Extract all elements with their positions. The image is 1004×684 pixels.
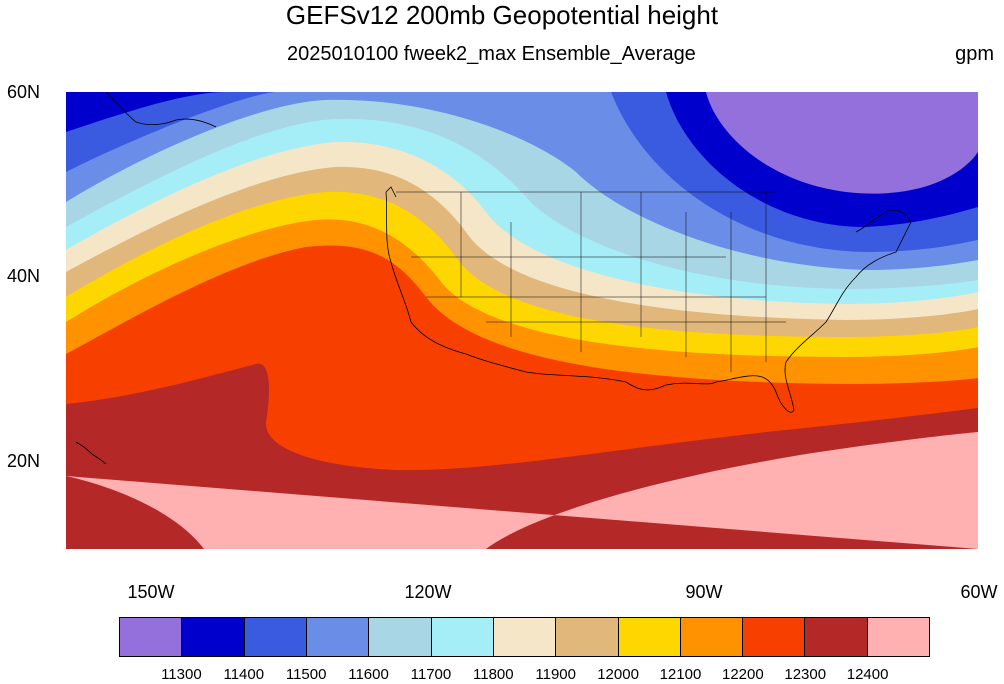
colorbar-label: 11600 — [348, 666, 389, 683]
coastline-layer — [75, 92, 912, 465]
map-panel — [66, 92, 978, 549]
colorbar-swatch-2 — [244, 618, 307, 656]
lon-label-150w: 150W — [127, 582, 175, 602]
lat-label-40n: 40N — [6, 266, 40, 286]
lon-label-90w: 90W — [685, 582, 723, 602]
band-12500 — [66, 432, 978, 549]
colorbar-swatch-11 — [805, 618, 868, 656]
colorbar-label: 11300 — [161, 666, 202, 683]
colorbar-label: 12300 — [784, 666, 827, 683]
colorbar-swatch-8 — [618, 618, 681, 656]
colorbar-label: 11900 — [535, 666, 576, 683]
colorbar — [119, 617, 930, 657]
border-layer — [396, 191, 786, 372]
units-label: gpm — [955, 43, 994, 65]
map-subtitle: 2025010100 fweek2_max Ensemble_Average — [287, 43, 696, 65]
colorbar-label: 11800 — [472, 666, 514, 683]
lat-label-60n: 60N — [6, 82, 40, 102]
lon-label-120w: 120W — [404, 582, 452, 602]
colorbar-swatch-9 — [680, 618, 744, 656]
colorbar-label: 11500 — [285, 666, 327, 683]
colorbar-label: 12400 — [846, 666, 889, 683]
contour-map — [66, 92, 978, 549]
colorbar-swatch-3 — [306, 618, 370, 656]
colorbar-swatch-7 — [556, 618, 619, 656]
colorbar-swatch-1 — [182, 618, 245, 656]
colorbar-swatch-0 — [120, 618, 183, 656]
colorbar-label: 12100 — [659, 666, 702, 683]
colorbar-label: 12200 — [721, 666, 764, 683]
colorbar-label: 11700 — [410, 666, 452, 683]
colorbar-label: 11400 — [223, 666, 265, 683]
colorbar-swatch-5 — [431, 618, 494, 656]
lon-label-60w: 60W — [960, 582, 998, 602]
colorbar-swatch-12 — [867, 618, 930, 656]
map-title: GEFSv12 200mb Geopotential height — [285, 0, 719, 30]
colorbar-swatch-6 — [493, 618, 557, 656]
colorbar-label: 12000 — [597, 666, 639, 683]
lat-label-20n: 20N — [6, 451, 40, 471]
colorbar-swatch-10 — [743, 618, 806, 656]
colorbar-swatch-4 — [369, 618, 432, 656]
